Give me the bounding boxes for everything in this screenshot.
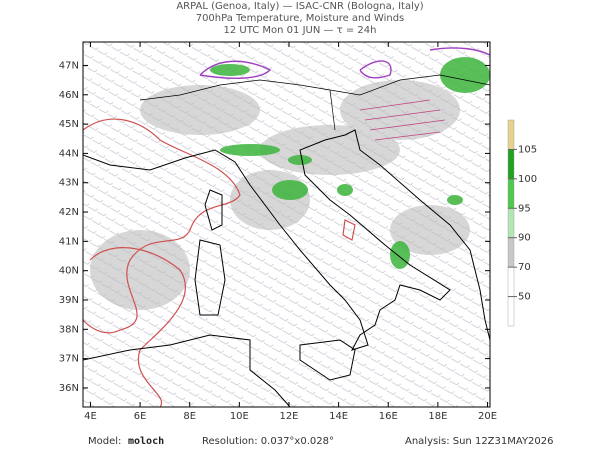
colorbar-label: 95	[518, 203, 531, 214]
lat-tick-label: 44N	[59, 148, 79, 159]
footer-analysis: Analysis: Sun 12Z31MAY2026	[405, 436, 554, 447]
map-area	[83, 42, 490, 407]
lon-tick-label: 6E	[134, 411, 147, 422]
moisture-contour	[199, 47, 490, 79]
colorbar-segment	[507, 119, 515, 150]
footer-model: moloch	[128, 436, 164, 447]
moisture-green	[210, 57, 490, 269]
lat-tick-label: 43N	[59, 178, 79, 189]
lat-tick-label: 38N	[59, 324, 79, 335]
coastline	[83, 74, 490, 407]
lat-tick-label: 42N	[59, 207, 79, 218]
moisture-gray	[90, 80, 470, 310]
temperature-contour	[83, 118, 356, 407]
lon-tick-label: 20E	[478, 411, 497, 422]
footer-resolution: Resolution: 0.037°x0.028°	[202, 436, 334, 447]
lon-tick-label: 4E	[84, 411, 97, 422]
colorbar-segment	[507, 237, 515, 268]
lon-tick-label: 16E	[379, 411, 398, 422]
lat-tick-label: 39N	[59, 295, 79, 306]
colorbar-label: 90	[518, 233, 531, 244]
lat-tick-label: 37N	[59, 354, 79, 365]
colorbar-label: 50	[518, 292, 531, 303]
colorbar-segment	[507, 296, 515, 327]
colorbar-segment	[507, 149, 515, 180]
colorbar-segment	[507, 208, 515, 238]
footer-label: Model:	[88, 436, 121, 447]
header-line: 700hPa Temperature, Moisture and Winds	[196, 13, 405, 24]
colorbar-label: 105	[518, 144, 537, 155]
lon-tick-label: 14E	[329, 411, 348, 422]
lat-tick-label: 41N	[59, 236, 79, 247]
lon-tick-label: 10E	[230, 411, 249, 422]
lon-tick-label: 18E	[428, 411, 447, 422]
lat-tick-label: 47N	[59, 60, 79, 71]
lat-tick-label: 40N	[59, 266, 79, 277]
header-line: 12 UTC Mon 01 JUN — τ = 24h	[224, 25, 377, 36]
lat-tick-label: 36N	[59, 383, 79, 394]
colorbar-label: 70	[518, 262, 531, 273]
lat-tick-label: 45N	[59, 119, 79, 130]
header-line: ARPAL (Genoa, Italy) — ISAC-CNR (Bologna…	[176, 1, 423, 12]
map-frame	[82, 41, 491, 408]
wind-highlight	[359, 99, 446, 141]
lon-tick-label: 8E	[183, 411, 196, 422]
colorbar-segment	[507, 266, 515, 297]
lat-tick-label: 46N	[59, 90, 79, 101]
colorbar-label: 100	[518, 174, 537, 185]
colorbar-segment	[507, 178, 515, 209]
lon-tick-label: 12E	[279, 411, 298, 422]
